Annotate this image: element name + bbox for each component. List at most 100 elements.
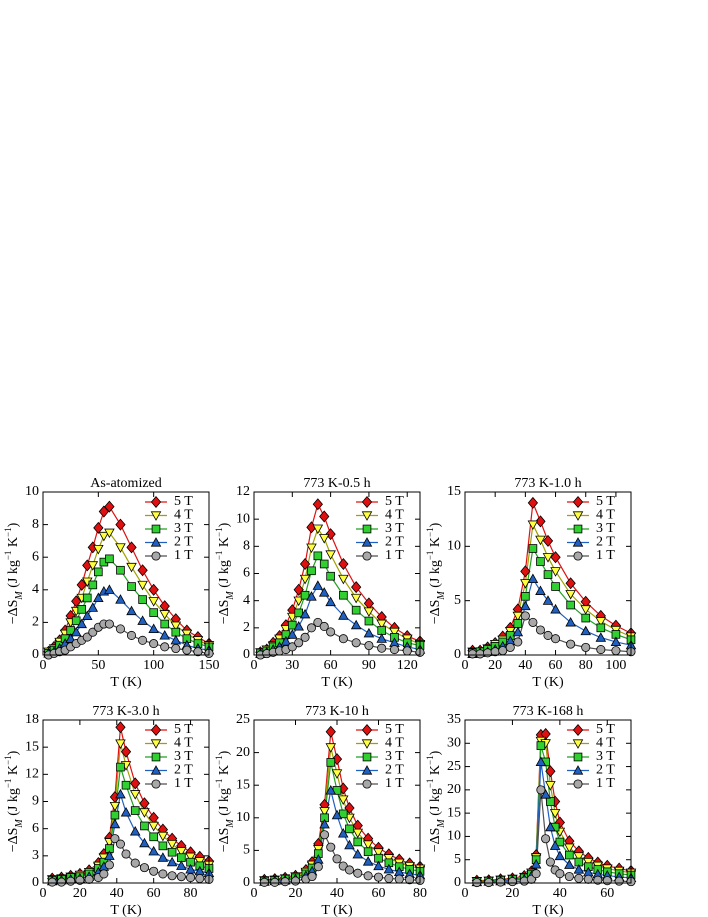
marker [566,600,575,610]
marker [93,544,104,555]
marker [306,591,317,601]
y-tick-label: 6 [32,549,39,564]
marker [331,809,343,820]
marker [540,789,551,799]
marker [554,850,566,861]
marker [498,646,508,656]
y-tick-label: 18 [25,712,39,727]
marker [362,752,372,762]
marker [151,524,161,534]
y-axis-label-part: (J kg [6,788,21,819]
marker [574,873,584,883]
x-tick-label: 60 [549,658,563,673]
plot-frame [464,491,632,656]
y-axis-label-part: K [428,765,443,779]
x-tick-label: 40 [518,658,532,673]
marker [170,634,182,645]
x-tick-label: 0 [462,886,469,901]
y-axis-label-part: −1 [3,551,13,561]
marker [383,863,395,874]
marker [115,721,126,734]
marker [159,630,171,640]
marker [573,852,585,862]
y-tick-label: 12 [25,767,39,782]
marker [325,784,337,795]
y-tick-label: 10 [236,810,250,825]
marker [71,595,82,608]
marker [129,825,141,836]
panel: As-atomized 0 50 100 150 0 2 4 6 8 10 T (K) −ΔSM (J … [3,476,219,690]
marker [565,616,576,627]
marker [376,619,387,630]
marker [105,554,114,564]
marker [66,876,76,886]
marker [150,723,162,737]
marker [81,610,93,620]
y-axis-label-part: M [225,591,236,601]
y-axis-label-part: (J kg [428,560,443,591]
marker [351,581,362,594]
marker [541,834,551,844]
marker [176,847,187,857]
marker [405,875,415,885]
marker [167,847,177,857]
legend-label: 2 T [385,535,404,550]
y-axis-label-part: ) [217,750,232,755]
marker [583,874,593,884]
marker [572,495,584,509]
marker [157,852,169,862]
legend-label: 3 T [385,521,404,536]
y-axis-label-part: −ΔS [217,600,232,625]
y-axis-label-part: −ΔS [428,600,443,625]
marker [394,874,404,884]
marker [507,877,517,887]
marker [566,639,576,649]
marker [505,642,515,652]
marker [483,648,493,658]
marker [319,807,330,817]
marker [151,551,161,561]
marker [130,858,140,868]
marker [572,537,584,547]
marker [549,809,561,819]
marker [593,875,603,885]
legend-label: 1 T [596,776,615,791]
marker [542,534,554,547]
marker [126,541,137,554]
plot-frame [42,719,210,884]
marker [536,785,546,795]
marker [364,616,374,626]
marker [595,617,607,627]
marker [115,839,126,849]
x-tick-label: 60 [147,886,161,901]
marker [306,543,317,554]
marker [104,584,115,594]
y-axis-label-part: −1 [3,755,13,765]
marker [361,511,373,521]
x-axis-label: T (K) [532,903,564,917]
marker [76,618,88,629]
marker [351,638,361,648]
y-axis-label-part: ) [6,522,21,527]
marker [138,635,148,645]
panel-title: 773 K-168 h [513,704,584,719]
marker [319,818,330,829]
y-tick-label: 0 [243,647,250,662]
legend-label: 2 T [596,535,615,550]
legend-label: 4 T [174,736,193,751]
marker [345,824,354,834]
y-tick-label: 8 [32,517,39,532]
marker [116,762,125,772]
legend-label: 1 T [596,548,615,563]
y-axis-label-part: −ΔS [6,828,21,853]
y-tick-label: 4 [32,582,39,597]
marker [352,828,364,839]
y-tick-label: 35 [447,712,461,727]
y-tick-label: 0 [32,647,39,662]
x-tick-label: 100 [143,658,164,673]
marker [104,619,114,629]
marker [363,847,373,857]
x-tick-label: 20 [488,658,502,673]
marker [149,866,159,876]
marker [564,843,575,854]
